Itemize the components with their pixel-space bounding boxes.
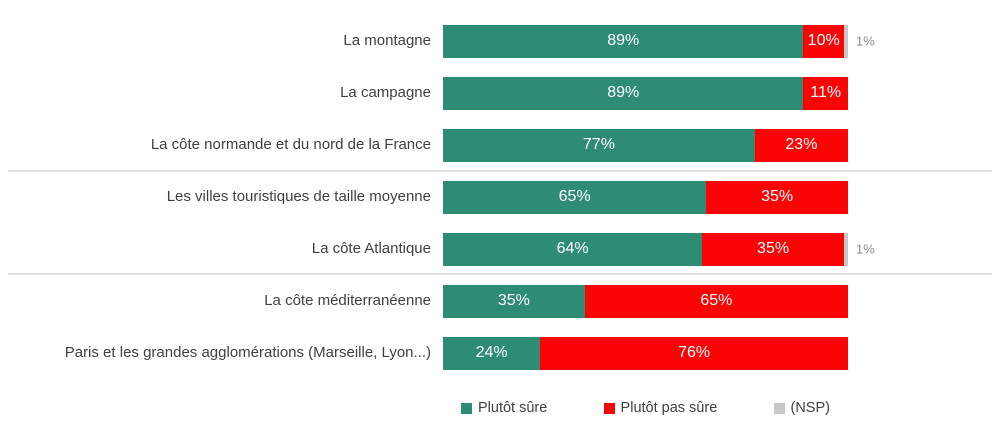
segment-sure: 65% — [443, 180, 707, 214]
segment-value: 10% — [807, 32, 840, 49]
bar-row: La montagne 89% 10% 1% — [0, 15, 1000, 67]
legend-swatch-green — [461, 402, 472, 414]
segment-pas-sure: 10% — [803, 24, 844, 58]
segment-value: 89% — [607, 32, 640, 49]
bar-row: Paris et les grandes agglomérations (Mar… — [0, 327, 1000, 379]
category-label: Les villes touristiques de taille moyenn… — [166, 188, 431, 206]
legend-swatch-gray — [773, 402, 785, 414]
nsp-value-label: 1% — [856, 33, 875, 49]
segment-sure: 89% — [443, 24, 804, 58]
category-label: La côte normande et du nord de la France — [150, 136, 431, 154]
segment-sure: 64% — [443, 232, 703, 266]
bar-track: 35% 65% — [443, 284, 848, 318]
segment-sure: 77% — [443, 128, 755, 162]
category-label: Paris et les grandes agglomérations (Mar… — [64, 344, 431, 362]
segment-pas-sure: 76% — [540, 336, 848, 370]
segment-value: 35% — [757, 240, 790, 257]
segment-sure: 89% — [443, 76, 804, 110]
legend-item-nsp: (NSP) — [773, 400, 830, 416]
segment-nsp — [843, 232, 848, 266]
category-label: La campagne — [340, 84, 431, 102]
bar-track: 24% 76% — [443, 336, 848, 370]
segment-nsp — [843, 24, 848, 58]
nsp-value-label: 1% — [856, 241, 875, 257]
segment-sure: 35% — [443, 284, 585, 318]
legend-label: (NSP) — [790, 400, 830, 416]
legend-label: Plutôt sûre — [478, 400, 548, 416]
bar-row: La côte Atlantique 64% 35% 1% — [0, 223, 1000, 275]
bar-track: 89% 10% 1% — [443, 24, 875, 58]
chart-rows: La montagne 89% 10% 1% La campagne 89% 1… — [0, 15, 1000, 379]
segment-value: 65% — [558, 188, 591, 205]
segment-value: 11% — [810, 84, 842, 101]
segment-value: 35% — [761, 188, 794, 205]
bar-row: La côte normande et du nord de la France… — [0, 119, 1000, 171]
segment-sure: 24% — [443, 336, 541, 370]
group-divider-line — [8, 170, 992, 172]
category-label: La côte Atlantique — [311, 240, 431, 258]
bar-track: 77% 23% — [443, 128, 848, 162]
segment-pas-sure: 23% — [754, 128, 848, 162]
segment-value: 23% — [785, 136, 818, 153]
segment-value: 65% — [700, 292, 733, 309]
legend-swatch-red — [603, 402, 615, 414]
legend-item-sure: Plutôt sûre — [461, 400, 547, 416]
bar-row: La côte méditerranéenne 35% 65% — [0, 275, 1000, 327]
bar-track: 64% 35% 1% — [443, 232, 875, 266]
bar-row: La campagne 89% 11% — [0, 67, 1000, 119]
category-label: La montagne — [343, 32, 431, 50]
bar-track: 89% 11% — [443, 76, 848, 110]
segment-value: 64% — [556, 240, 589, 257]
chart-legend: Plutôt sûre Plutôt pas sûre (NSP) — [443, 395, 848, 421]
segment-pas-sure: 65% — [584, 284, 848, 318]
segment-value: 35% — [497, 292, 530, 309]
category-label: La côte méditerranéenne — [264, 292, 431, 310]
segment-value: 76% — [678, 344, 711, 361]
legend-label: Plutôt pas sûre — [620, 400, 718, 416]
segment-value: 24% — [475, 344, 508, 361]
segment-pas-sure: 35% — [702, 232, 844, 266]
segment-value: 89% — [607, 84, 640, 101]
group-divider-line — [8, 273, 992, 275]
legend-item-pas-sure: Plutôt pas sûre — [603, 400, 718, 416]
segment-pas-sure: 35% — [706, 180, 848, 214]
segment-value: 77% — [582, 136, 615, 153]
bar-track: 65% 35% — [443, 180, 848, 214]
bar-row: Les villes touristiques de taille moyenn… — [0, 171, 1000, 223]
segment-pas-sure: 11% — [803, 76, 848, 110]
